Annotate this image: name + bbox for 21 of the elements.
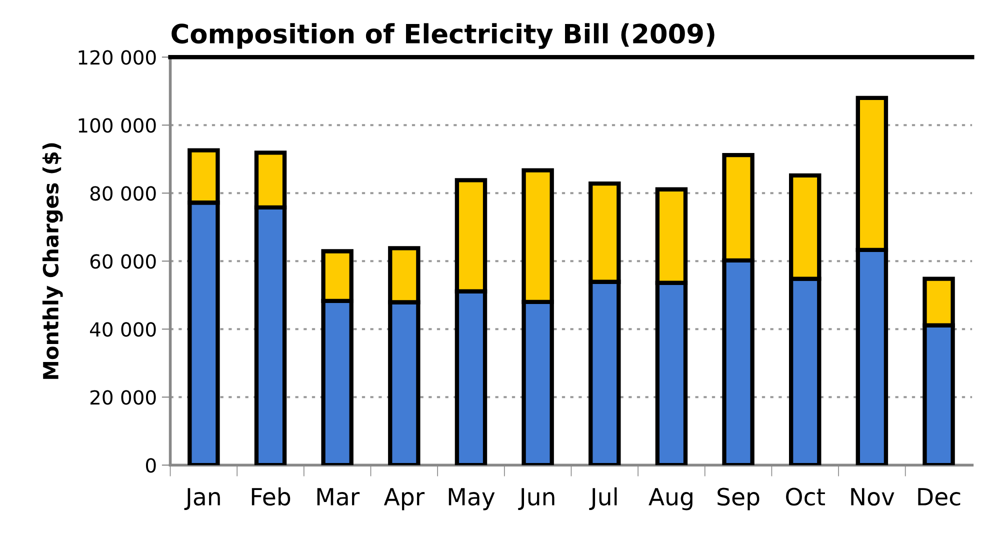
x-tick-label: Jun — [518, 488, 554, 510]
y-axis-title: Monthly Charges ($) — [42, 143, 63, 379]
x-tick-label: Feb — [252, 487, 290, 506]
x-tick-label: Dec — [918, 488, 960, 506]
x-tick-label: Sep — [718, 488, 760, 510]
x-tick-label: Oct — [786, 488, 825, 506]
x-tick-label: Nov — [851, 488, 894, 506]
y-tick-label: 0 — [146, 458, 156, 473]
x-tick-label: Jan — [184, 488, 220, 510]
x-tick-label: Mar — [317, 488, 360, 506]
chart-title: Composition of Electricity Bill (2009) — [172, 23, 714, 49]
x-tick-label: Apr — [384, 488, 425, 510]
y-tick-label: 100 000 — [78, 118, 156, 133]
y-tick-label: 120 000 — [78, 50, 156, 65]
x-tick-label: May — [448, 488, 495, 510]
x-tick-label: Jul — [589, 487, 617, 510]
y-tick-label: 20 000 — [90, 390, 156, 405]
y-tick-label: 60 000 — [90, 254, 156, 269]
y-tick-label: 40 000 — [90, 322, 156, 337]
x-tick-label: Aug — [648, 488, 692, 510]
y-tick-label: 80 000 — [90, 186, 156, 201]
